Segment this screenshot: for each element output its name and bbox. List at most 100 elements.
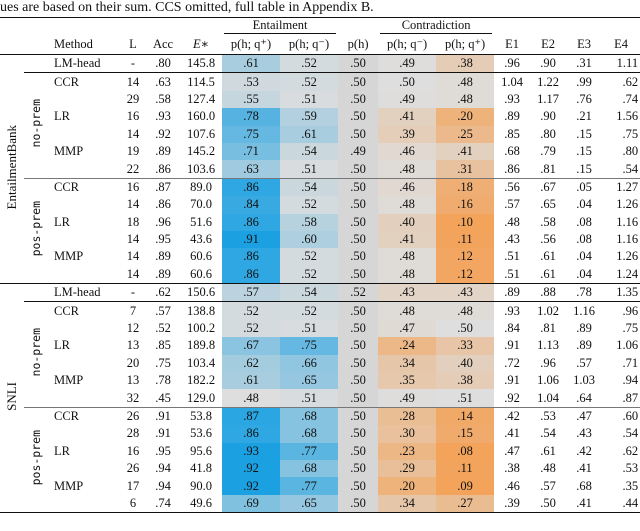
value-cell: .59 <box>280 108 339 126</box>
value-cell: .57 <box>504 197 520 212</box>
value-cell: .41 <box>566 494 603 514</box>
value-cell: .28 <box>378 407 437 426</box>
value-cell: .52 <box>280 301 339 320</box>
value-cell: .61 <box>222 54 281 74</box>
value-cell: .50 <box>338 494 379 514</box>
method-cell <box>48 160 120 179</box>
value-cell: .35 <box>378 372 437 390</box>
value-cell: 1.16 <box>573 303 596 318</box>
data-row: 12.52 100.2.52.51.50.47.50.84.81.89.75 <box>0 319 640 338</box>
value-cell: .67 <box>222 337 281 355</box>
value-cell: .52 <box>280 265 339 285</box>
column-header: p(h; q⁻) <box>378 34 437 55</box>
value-cell: 1.02 <box>537 303 560 318</box>
value-cell: .92 <box>222 477 281 495</box>
value-cell: .52 <box>155 321 171 336</box>
value-cell: .48 <box>436 72 495 91</box>
data-row: 32.45 129.0.48.51.50.49.51.92 1.04.64.87 <box>0 389 640 408</box>
value-cell: .72 <box>504 355 520 370</box>
value-cell: .61 <box>540 249 556 264</box>
value-cell: .12 <box>436 248 495 266</box>
value-cell: .15 <box>576 126 592 141</box>
method-cell <box>48 265 120 285</box>
value-cell: .50 <box>338 72 379 91</box>
value-cell: .78 <box>566 283 603 303</box>
subgroup-label: pos-prem <box>24 407 48 514</box>
column-header: E4 <box>602 34 640 55</box>
method-cell: MMP <box>54 249 84 264</box>
value-cell: .66 <box>280 354 339 373</box>
value-cell: .43 <box>504 232 520 247</box>
value-cell: .68 <box>504 144 520 159</box>
spacer <box>0 34 48 55</box>
value-cell: 89.0 <box>190 179 212 194</box>
value-cell: 28 <box>126 426 140 441</box>
value-cell: 20 <box>126 355 140 370</box>
value-cell: 49.6 <box>180 494 223 514</box>
value-cell: .50 <box>338 108 379 126</box>
value-cell: 160.0 <box>186 109 216 124</box>
section-label: EntailmentBank <box>0 54 24 285</box>
value-cell: .51 <box>280 90 339 109</box>
value-cell: 51.6 <box>190 214 212 229</box>
data-row: MMP 13 .78 182.2 .61.65.50.35.38 .91 1.06 1.03.… <box>0 372 640 390</box>
value-cell: .61 <box>280 125 339 143</box>
value-cell: .86 <box>222 178 281 197</box>
value-cell: .77 <box>280 442 339 460</box>
value-cell: .50 <box>338 54 379 74</box>
value-cell: .89 <box>146 265 180 285</box>
value-cell: .94 <box>155 478 171 493</box>
value-cell: .48 <box>436 90 495 109</box>
value-cell: 145.2 <box>186 144 216 159</box>
value-cell: .50 <box>530 494 567 514</box>
value-cell: .78 <box>222 108 281 126</box>
value-cell: .89 <box>576 321 592 336</box>
value-cell: 129.0 <box>180 389 223 408</box>
value-cell: .42 <box>576 443 592 458</box>
header-row: Entailment Contradiction <box>0 17 640 34</box>
value-cell: 1.22 <box>537 74 560 89</box>
method-cell: LR <box>54 214 70 229</box>
value-cell: .91 <box>222 230 281 249</box>
value-cell: .50 <box>338 160 379 179</box>
value-cell: .80 <box>540 126 556 141</box>
value-cell: .87 <box>155 179 171 194</box>
value-cell: .64 <box>566 389 603 408</box>
value-cell: .04 <box>576 197 592 212</box>
method-cell <box>48 389 120 408</box>
value-cell: 100.2 <box>186 321 216 336</box>
value-cell: .52 <box>280 72 339 91</box>
value-cell: .23 <box>378 442 437 460</box>
method-cell: LM-head <box>48 283 120 303</box>
value-cell: .34 <box>378 494 437 514</box>
value-cell: .48 <box>436 301 495 320</box>
value-cell: 138.8 <box>186 303 216 318</box>
value-cell: .14 <box>436 407 495 426</box>
method-cell <box>48 91 120 108</box>
head-row: SNLI LM-head - .62 150.6.57.54.52.43.43.89.8… <box>0 283 640 514</box>
value-cell: 1.24 <box>602 265 640 285</box>
value-cell: - <box>120 283 146 303</box>
value-cell: .68 <box>280 407 339 426</box>
value-cell: .91 <box>504 373 520 388</box>
value-cell: 43.6 <box>190 232 212 247</box>
value-cell: .86 <box>222 248 281 266</box>
method-cell <box>48 494 120 514</box>
method-cell: LR <box>54 109 70 124</box>
value-cell: 127.4 <box>186 91 216 106</box>
value-cell: .29 <box>378 459 437 478</box>
value-cell: .95 <box>155 443 171 458</box>
value-cell: .68 <box>576 478 592 493</box>
value-cell: .50 <box>338 213 379 231</box>
value-cell: 13 <box>126 338 140 353</box>
value-cell: .31 <box>436 160 495 179</box>
value-cell: 12 <box>126 321 140 336</box>
group-header-text: Entailment <box>224 18 337 34</box>
value-cell: 107.6 <box>186 126 216 141</box>
value-cell: .85 <box>504 126 520 141</box>
value-cell: .51 <box>280 319 339 338</box>
value-cell: .65 <box>280 372 339 390</box>
value-cell: 16 <box>126 443 140 458</box>
column-header: p(h) <box>338 34 379 55</box>
value-cell: 1.35 <box>602 283 640 303</box>
